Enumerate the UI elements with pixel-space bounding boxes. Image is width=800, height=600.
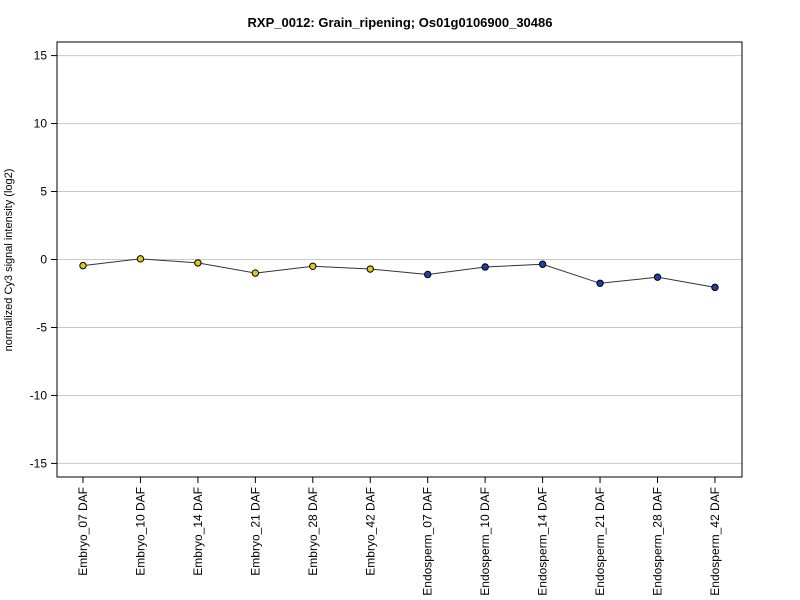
x-tick-label: Endosperm_14 DAF: [536, 487, 550, 596]
data-point: [538, 260, 547, 268]
x-tick-label: Endosperm_10 DAF: [478, 487, 492, 596]
data-point: [366, 265, 374, 273]
data-point: [309, 262, 317, 270]
x-tick-label: Embryo_10 DAF: [133, 487, 147, 576]
data-point: [653, 273, 662, 281]
y-tick-label: 5: [40, 185, 47, 199]
x-tick-label: Embryo_21 DAF: [248, 487, 262, 576]
data-points: [79, 255, 719, 292]
y-tick-label: -15: [30, 456, 48, 470]
chart-title: RXP_0012: Grain_ripening; Os01g0106900_3…: [248, 15, 553, 30]
y-tick-label: 0: [40, 253, 47, 267]
x-tick-label: Endosperm_21 DAF: [593, 487, 607, 596]
y-axis: -15 -10 -5 0 5 10 15: [30, 49, 57, 470]
data-point: [711, 283, 719, 292]
data-point: [596, 279, 604, 287]
x-tick-label: Embryo_07 DAF: [76, 487, 90, 576]
y-tick-label: 10: [34, 117, 48, 131]
data-point: [194, 259, 202, 267]
x-tick-label: Endosperm_07 DAF: [421, 487, 435, 596]
data-point: [424, 270, 432, 279]
y-tick-label: 15: [34, 49, 48, 63]
data-point: [481, 263, 489, 271]
y-tick-label: -10: [30, 388, 48, 402]
x-tick-label: Endosperm_28 DAF: [651, 487, 665, 596]
data-point: [79, 261, 87, 270]
series-line: [82, 258, 716, 288]
x-axis: Embryo_07 DAF Embryo_10 DAF Embryo_14 DAF E…: [76, 477, 722, 596]
x-tick-label: Endosperm_42 DAF: [708, 487, 722, 596]
x-tick-label: Embryo_28 DAF: [306, 487, 320, 576]
series-polyline: [82, 258, 716, 288]
y-axis-label: normalized Cy3 signal intensity (log2): [3, 169, 15, 352]
grid-lines: [57, 55, 742, 464]
data-point: [251, 269, 260, 277]
y-tick-label: -5: [36, 320, 47, 334]
x-tick-label: Embryo_42 DAF: [363, 487, 377, 576]
data-point: [136, 255, 145, 263]
x-tick-label: Embryo_14 DAF: [191, 487, 205, 576]
